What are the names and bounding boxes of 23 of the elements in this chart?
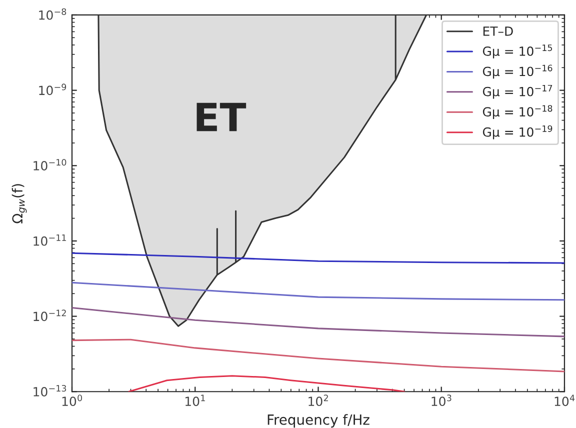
line-series — [72, 252, 564, 264]
x-tick-label: 10$^{3}$ — [432, 394, 452, 406]
legend-label: Gμ = 10$^{−17}$ — [482, 84, 552, 99]
line-series — [72, 306, 564, 338]
y-tick-label: 10$^{−10}$ — [34, 159, 66, 170]
line-series — [72, 282, 564, 301]
y-tick-label: 10$^{−8}$ — [39, 8, 66, 20]
y-tick-label: 10$^{−11}$ — [34, 234, 66, 246]
y-tick-label: 10$^{−12}$ — [34, 310, 66, 322]
y-axis-title: Ω$_{gw}$(f) — [12, 184, 27, 224]
x-axis-title: Frequency f/Hz — [268, 414, 370, 428]
x-tick-label: 10$^{1}$ — [185, 394, 205, 406]
x-tick-label: 10$^{0}$ — [62, 394, 82, 406]
legend-label: Gμ = 10$^{−18}$ — [482, 105, 552, 119]
y-tick-label: 10$^{−9}$ — [39, 84, 66, 96]
legend-label: ET–D — [483, 26, 513, 36]
legend-label: Gμ = 10$^{−15}$ — [482, 44, 552, 58]
y-tick-label: 10$^{−13}$ — [34, 384, 66, 396]
x-tick-label: 10$^{4}$ — [554, 394, 575, 406]
x-tick-label: 10$^{2}$ — [308, 394, 328, 406]
annotation: ET — [196, 102, 246, 132]
legend-label: Gμ = 10$^{−16}$ — [482, 64, 552, 79]
legend-label: Gμ = 10$^{−19}$ — [482, 125, 552, 140]
